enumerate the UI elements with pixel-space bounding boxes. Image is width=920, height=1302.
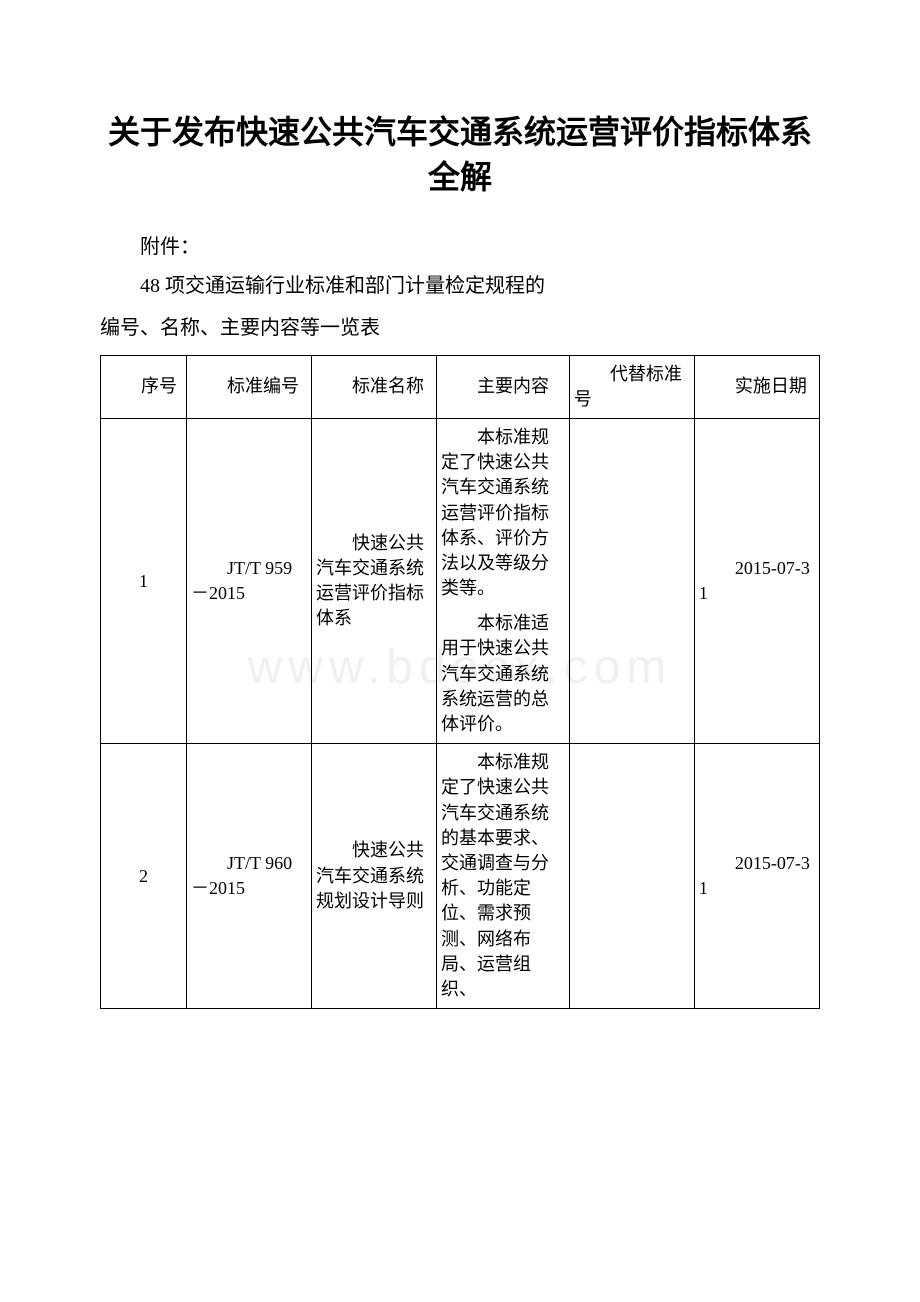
cell-std-no: JT/T 960－2015 xyxy=(186,744,311,1009)
cell-seq: 2 xyxy=(101,744,187,1009)
document-page: www.bdocx.com 关于发布快速公共汽车交通系统运营评价指标体系全解 附… xyxy=(0,0,920,1302)
table-row: 1 JT/T 959－2015 快速公共汽车交通系统运营评价指标体系 本标准规定… xyxy=(101,418,820,743)
attachment-label: 附件： xyxy=(100,230,820,259)
col-header-std-name: 标准名称 xyxy=(311,355,436,418)
cell-date: 2015-07-31 xyxy=(694,418,819,743)
col-header-replace: 代替标准号 xyxy=(569,355,694,418)
col-header-content: 主要内容 xyxy=(437,355,570,418)
cell-std-name: 快速公共汽车交通系统运营评价指标体系 xyxy=(311,418,436,743)
document-title: 关于发布快速公共汽车交通系统运营评价指标体系全解 xyxy=(100,110,820,200)
content-paragraph: 本标准规定了快速公共汽车交通系统的基本要求、交通调查与分析、功能定位、需求预测、… xyxy=(441,750,565,1002)
cell-std-no: JT/T 959－2015 xyxy=(186,418,311,743)
cell-replace xyxy=(569,744,694,1009)
table-row: 2 JT/T 960－2015 快速公共汽车交通系统规划设计导则 本标准规定了快… xyxy=(101,744,820,1009)
subtitle-line-1: 48 项交通运输行业标准和部门计量检定规程的 xyxy=(100,271,820,301)
cell-seq: 1 xyxy=(101,418,187,743)
content-paragraph: 本标准适用于快速公共汽车交通系统系统运营的总体评价。 xyxy=(441,611,565,737)
subtitle-line-2: 编号、名称、主要内容等一览表 xyxy=(100,313,820,343)
cell-content: 本标准规定了快速公共汽车交通系统的基本要求、交通调查与分析、功能定位、需求预测、… xyxy=(437,744,570,1009)
col-header-seq: 序号 xyxy=(101,355,187,418)
col-header-date: 实施日期 xyxy=(694,355,819,418)
col-header-std-no: 标准编号 xyxy=(186,355,311,418)
cell-content: 本标准规定了快速公共汽车交通系统运营评价指标体系、评价方法以及等级分类等。 本标… xyxy=(437,418,570,743)
cell-std-name: 快速公共汽车交通系统规划设计导则 xyxy=(311,744,436,1009)
table-header-row: 序号 标准编号 标准名称 主要内容 代替标准号 实施日期 xyxy=(101,355,820,418)
cell-replace xyxy=(569,418,694,743)
content-paragraph: 本标准规定了快速公共汽车交通系统运营评价指标体系、评价方法以及等级分类等。 xyxy=(441,425,565,601)
cell-date: 2015-07-31 xyxy=(694,744,819,1009)
standards-table: 序号 标准编号 标准名称 主要内容 代替标准号 实施日期 1 JT/T 959－… xyxy=(100,355,820,1010)
